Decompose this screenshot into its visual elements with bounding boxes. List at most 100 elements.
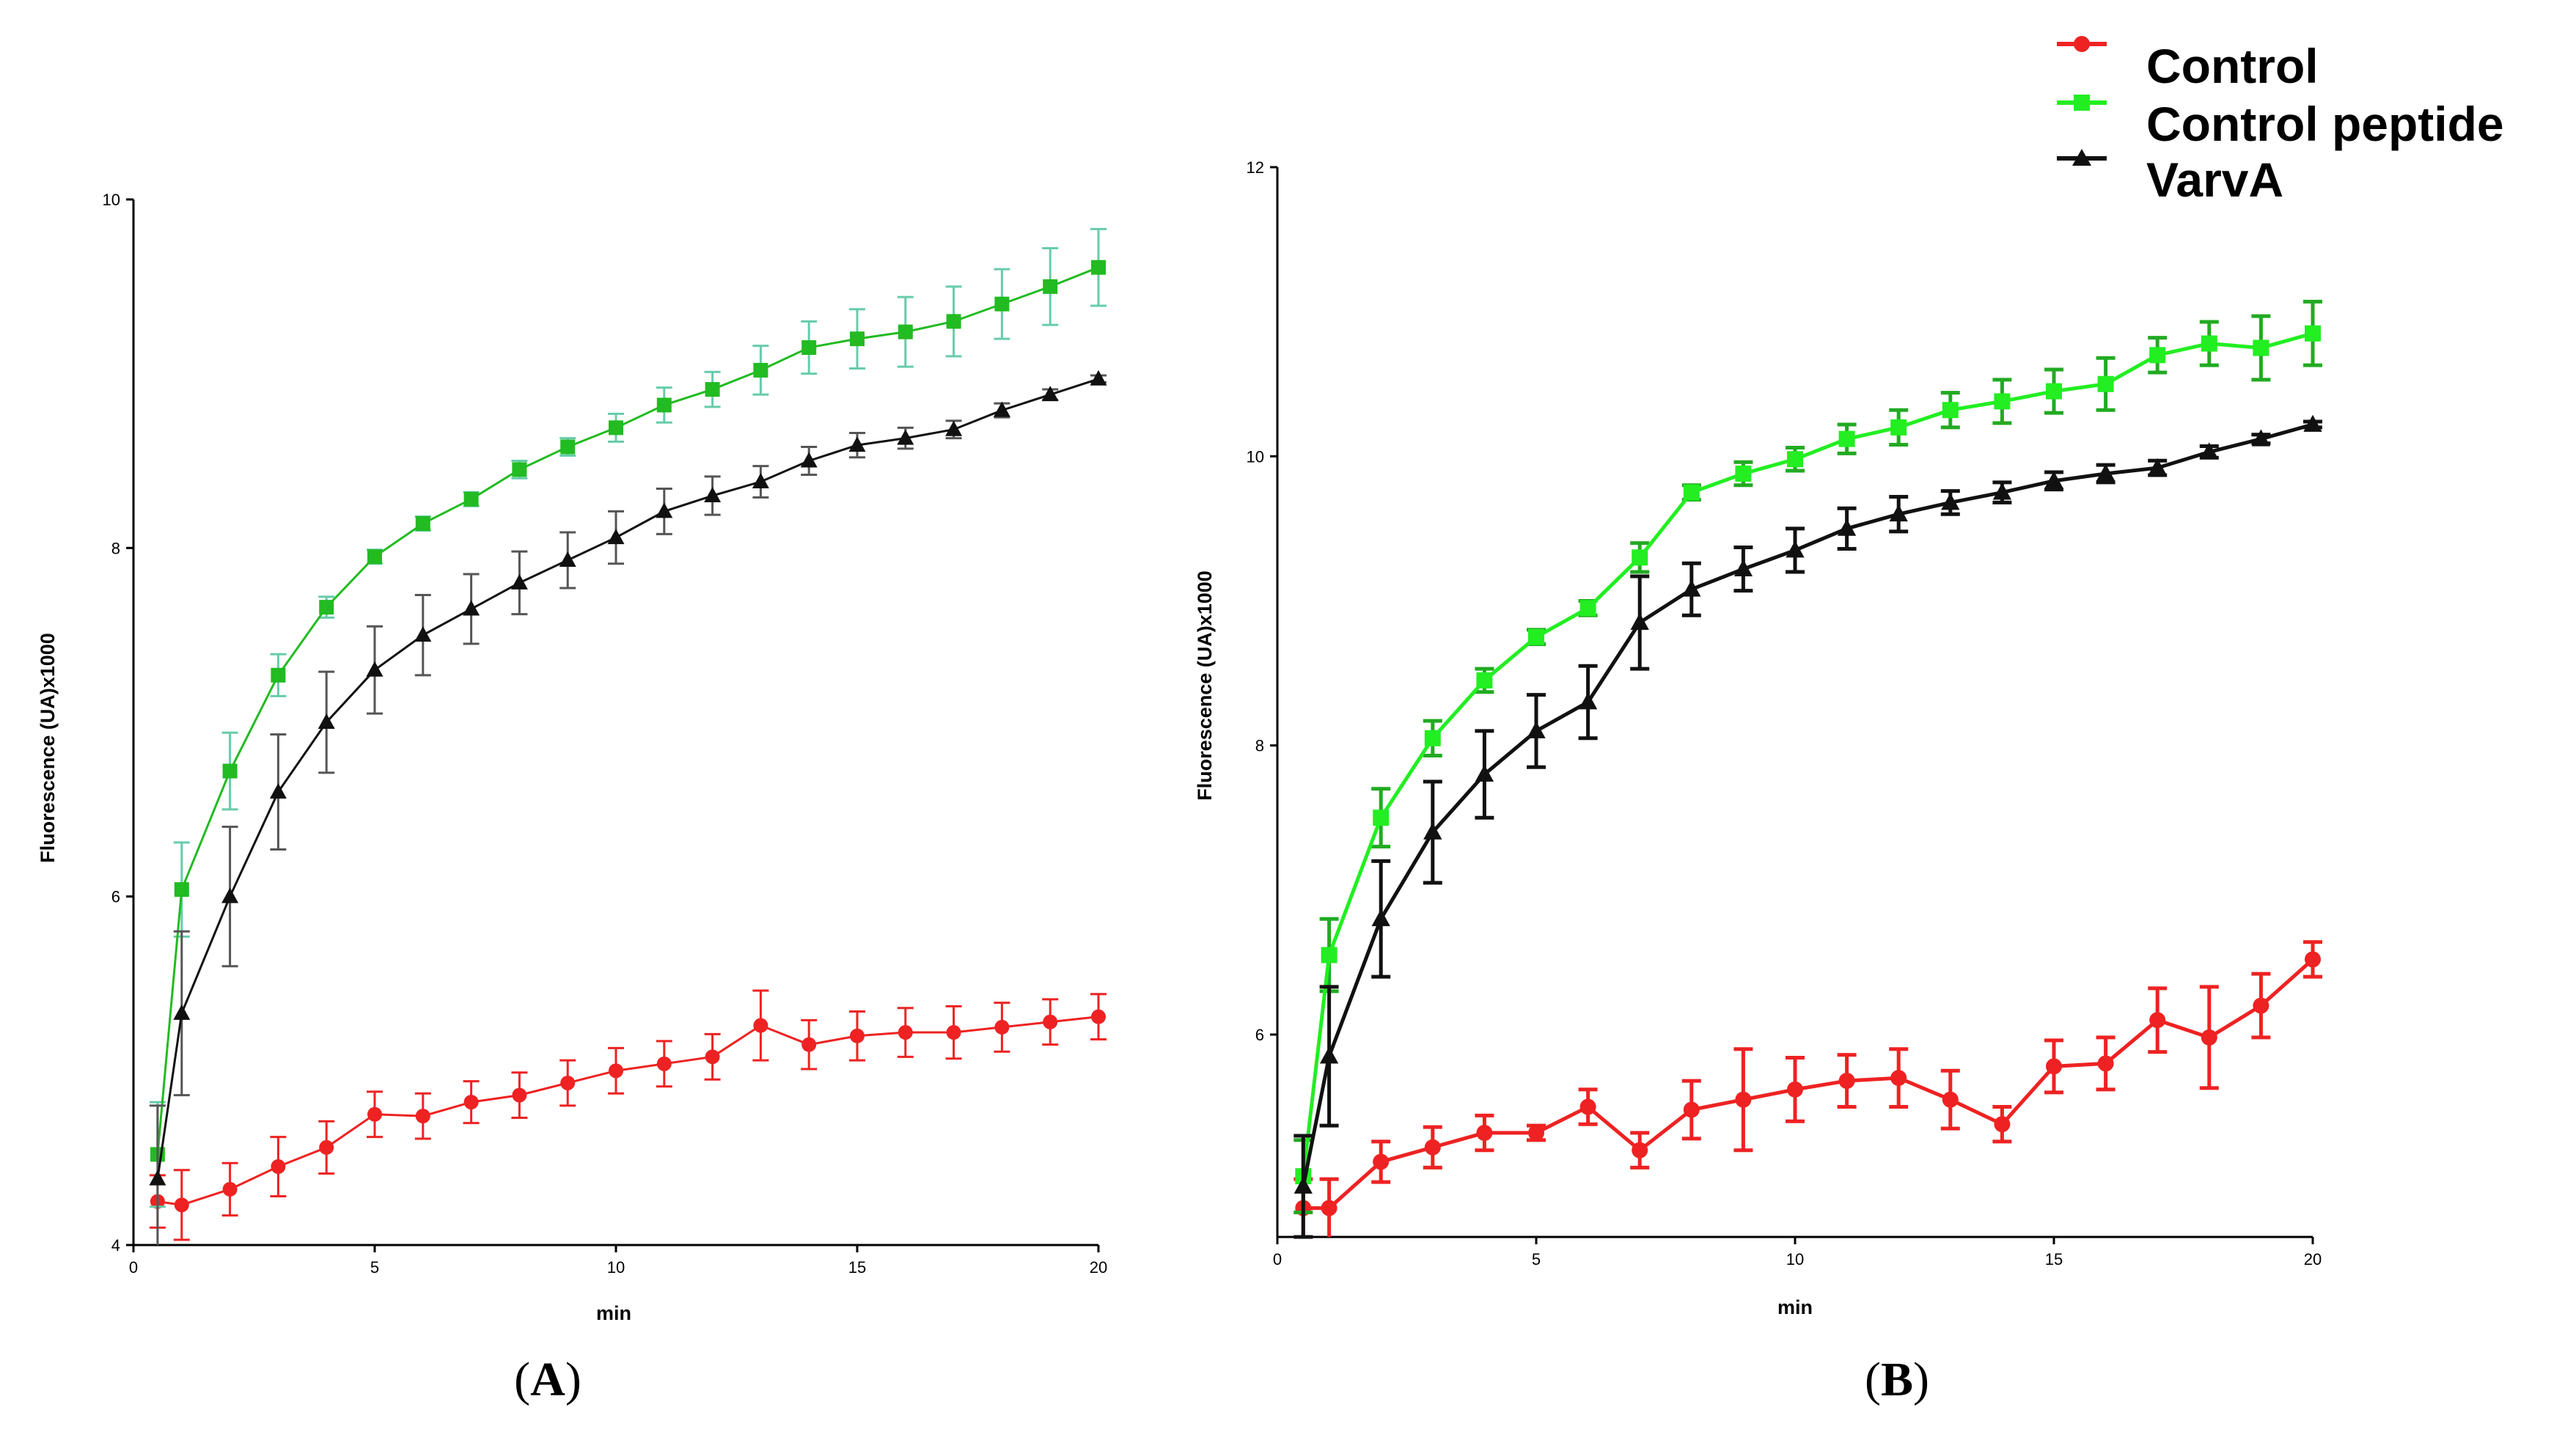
panel-b-series-control-peptide-point [1942, 402, 1959, 419]
panel-a-label: (A) [514, 1353, 581, 1406]
panel-a-y-axis-title: Fluorescence (UA)x1000 [37, 633, 59, 863]
panel-b-series-control-peptide [1293, 299, 2322, 1214]
panel-b-series-varva [1293, 414, 2322, 1239]
panel-a-x-tick-label: 5 [370, 1258, 379, 1277]
panel-b-series-varva-line [1301, 422, 2313, 1187]
panel-a-series-control-point [1091, 1009, 1106, 1024]
panel-b-series-varva-point [2044, 471, 2063, 488]
panel-a-series-varva-point [704, 487, 722, 503]
panel-b-series-control-peptide-point [1528, 628, 1544, 645]
panel-a-series-varva-point [463, 600, 480, 616]
panel-b-series-control-point [1424, 1139, 1441, 1156]
panel-b-series-control-peptide-point [1994, 393, 2011, 410]
panel-a-series-control-peptide [149, 227, 1107, 1208]
legend-label-control: Control [2146, 39, 2319, 93]
panel-b-series-control-point [1787, 1081, 1803, 1098]
panel-a: 0 5 10 15 20 4 6 8 10 min Fluorescence (UA)x1000… [37, 191, 1107, 1406]
panel-a-series-control-peptide-point [946, 314, 961, 329]
panel-b-series-varva-point [1889, 504, 1908, 522]
panel-b-plot-area: 0 5 10 15 20 6 8 10 12 [1247, 158, 2322, 1268]
panel-a-x-tick-label: 0 [129, 1258, 138, 1277]
panel-b: 0 5 10 15 20 6 8 10 12 min Fluorescence (UA)x100… [1194, 158, 2322, 1406]
panel-b-series-control-peptide-point [1735, 465, 1752, 482]
legend-label-varva: VarvA [2146, 153, 2283, 207]
panel-a-series-control-peptide-point [609, 420, 623, 436]
panel-b-series-varva-point [2200, 442, 2219, 460]
panel-a-series-varva-point [800, 452, 818, 468]
panel-a-series-control-point [1043, 1014, 1058, 1029]
panel-a-series-varva-point [269, 783, 287, 799]
panel-b-series-control-point [1735, 1091, 1752, 1108]
panel-b-series-control-point [1994, 1116, 2011, 1133]
panel-a-series-control-point [898, 1025, 913, 1040]
panel-a-series-control-peptide-point [367, 549, 382, 565]
panel-a-series-control-peptide-line [156, 266, 1099, 1155]
panel-b-series-control-peptide-point [1683, 484, 1700, 501]
panel-a-series-varva-point [656, 502, 673, 518]
panel-a-series-control-peptide-point [753, 362, 768, 378]
panel-b-series-control-point [1321, 1200, 1337, 1216]
panel-a-series-control-point [222, 1181, 238, 1197]
panel-b-series-varva-point [1371, 909, 1390, 927]
panel-b-series-control-peptide-point [1476, 672, 1493, 689]
panel-a-series-varva-point [945, 420, 963, 436]
panel-a-series-varva-point [993, 401, 1010, 417]
panel-b-series-varva-point [2096, 463, 2116, 481]
panel-a-x-axis-title: min [596, 1302, 631, 1324]
panel-a-series-varva-point [221, 887, 239, 903]
panel-b-x-axis-title: min [1777, 1296, 1813, 1318]
panel-b-y-tick-label: 8 [1255, 737, 1264, 755]
panel-a-series-varva-point [414, 626, 432, 642]
panel-b-series-varva-point [1293, 1176, 1313, 1194]
panel-b-series-control-peptide-point [1632, 549, 1648, 566]
panel-b-series-varva-point [1475, 764, 1494, 782]
panel-b-x-tick-label: 5 [1532, 1250, 1541, 1268]
panel-a-y-tick-label: 6 [111, 888, 120, 906]
panel-b-series-varva-point [1992, 482, 2012, 500]
panel-a-series-varva-point [897, 429, 914, 445]
panel-b-x-tick-label: 0 [1273, 1250, 1282, 1268]
panel-a-series-varva-point [752, 473, 769, 489]
panel-b-series-control-peptide-point [2046, 383, 2062, 400]
panel-b-x-tick-label: 10 [1786, 1250, 1804, 1268]
panel-b-series-control-peptide-point [1838, 430, 1855, 447]
panel-a-series-varva-point [318, 713, 335, 729]
panel-b-series-control-peptide-point [2149, 347, 2166, 364]
panel-b-x-tick-label: 15 [2045, 1250, 2063, 1268]
panel-b-series-control-point [1528, 1125, 1544, 1142]
panel-b-series-control-peptide-point [2201, 335, 2217, 352]
panel-a-series-control-peptide-point [222, 763, 238, 779]
panel-a-series-control-point [850, 1028, 865, 1043]
panel-b-series-control-line [1303, 958, 2314, 1211]
panel-b-series-control-point [2097, 1055, 2114, 1072]
panel-b-series-control-peptide-point [1373, 809, 1390, 826]
panel-a-y-tick-label: 8 [111, 539, 120, 557]
panel-a-series-control-point [946, 1025, 961, 1040]
panel-b-series-control-peptide-point [2305, 325, 2321, 342]
panel-a-series-control-peptide-point [463, 491, 479, 507]
panel-a-series-varva-point [848, 436, 866, 452]
panel-a-series-control-peptide-point [994, 296, 1010, 312]
panel-a-series-control-point [801, 1037, 817, 1052]
panel-b-series-control-point [2149, 1012, 2166, 1029]
panel-a-series-control-point [367, 1106, 382, 1122]
panel-b-series-varva-point [1578, 692, 1598, 710]
panel-a-x-tick-label: 15 [848, 1258, 866, 1277]
panel-b-series-varva-point [2148, 458, 2167, 475]
panel-a-series-control-point [174, 1197, 189, 1213]
panel-b-series-varva-point [1733, 559, 1753, 577]
panel-a-series-control-point [512, 1087, 527, 1103]
panel-a-series-varva-point [366, 661, 384, 677]
panel-b-series-control-peptide-point [1424, 730, 1441, 746]
panel-b-series-control-peptide-point [2097, 375, 2114, 392]
panel-a-series-control-peptide-point [898, 324, 913, 339]
legend-entry-control: Control [2057, 36, 2319, 93]
panel-a-series-control-peptide-point [174, 882, 189, 897]
legend-marker-control [2074, 36, 2090, 52]
panel-b-series-control-point [1476, 1125, 1493, 1142]
panel-a-series-control-peptide-point [1091, 260, 1106, 275]
legend-entry-control-peptide: Control peptide [2057, 95, 2504, 151]
panel-a-series-control-point [271, 1159, 286, 1175]
panel-b-series-control [1293, 940, 2322, 1237]
legend: Control Control peptide VarvA [2057, 36, 2504, 207]
